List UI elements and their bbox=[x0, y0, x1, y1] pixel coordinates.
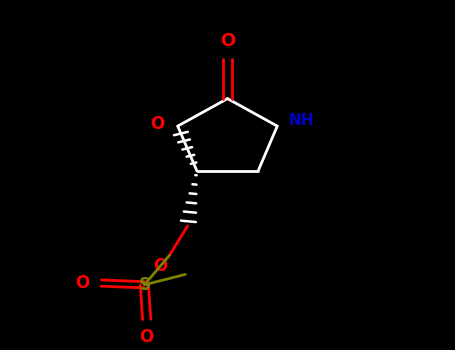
Text: O: O bbox=[140, 328, 154, 346]
Text: S: S bbox=[138, 276, 151, 294]
Text: NH: NH bbox=[288, 113, 314, 128]
Text: O: O bbox=[153, 257, 167, 275]
Text: O: O bbox=[220, 32, 235, 50]
Text: O: O bbox=[150, 116, 164, 133]
Text: O: O bbox=[76, 274, 90, 292]
